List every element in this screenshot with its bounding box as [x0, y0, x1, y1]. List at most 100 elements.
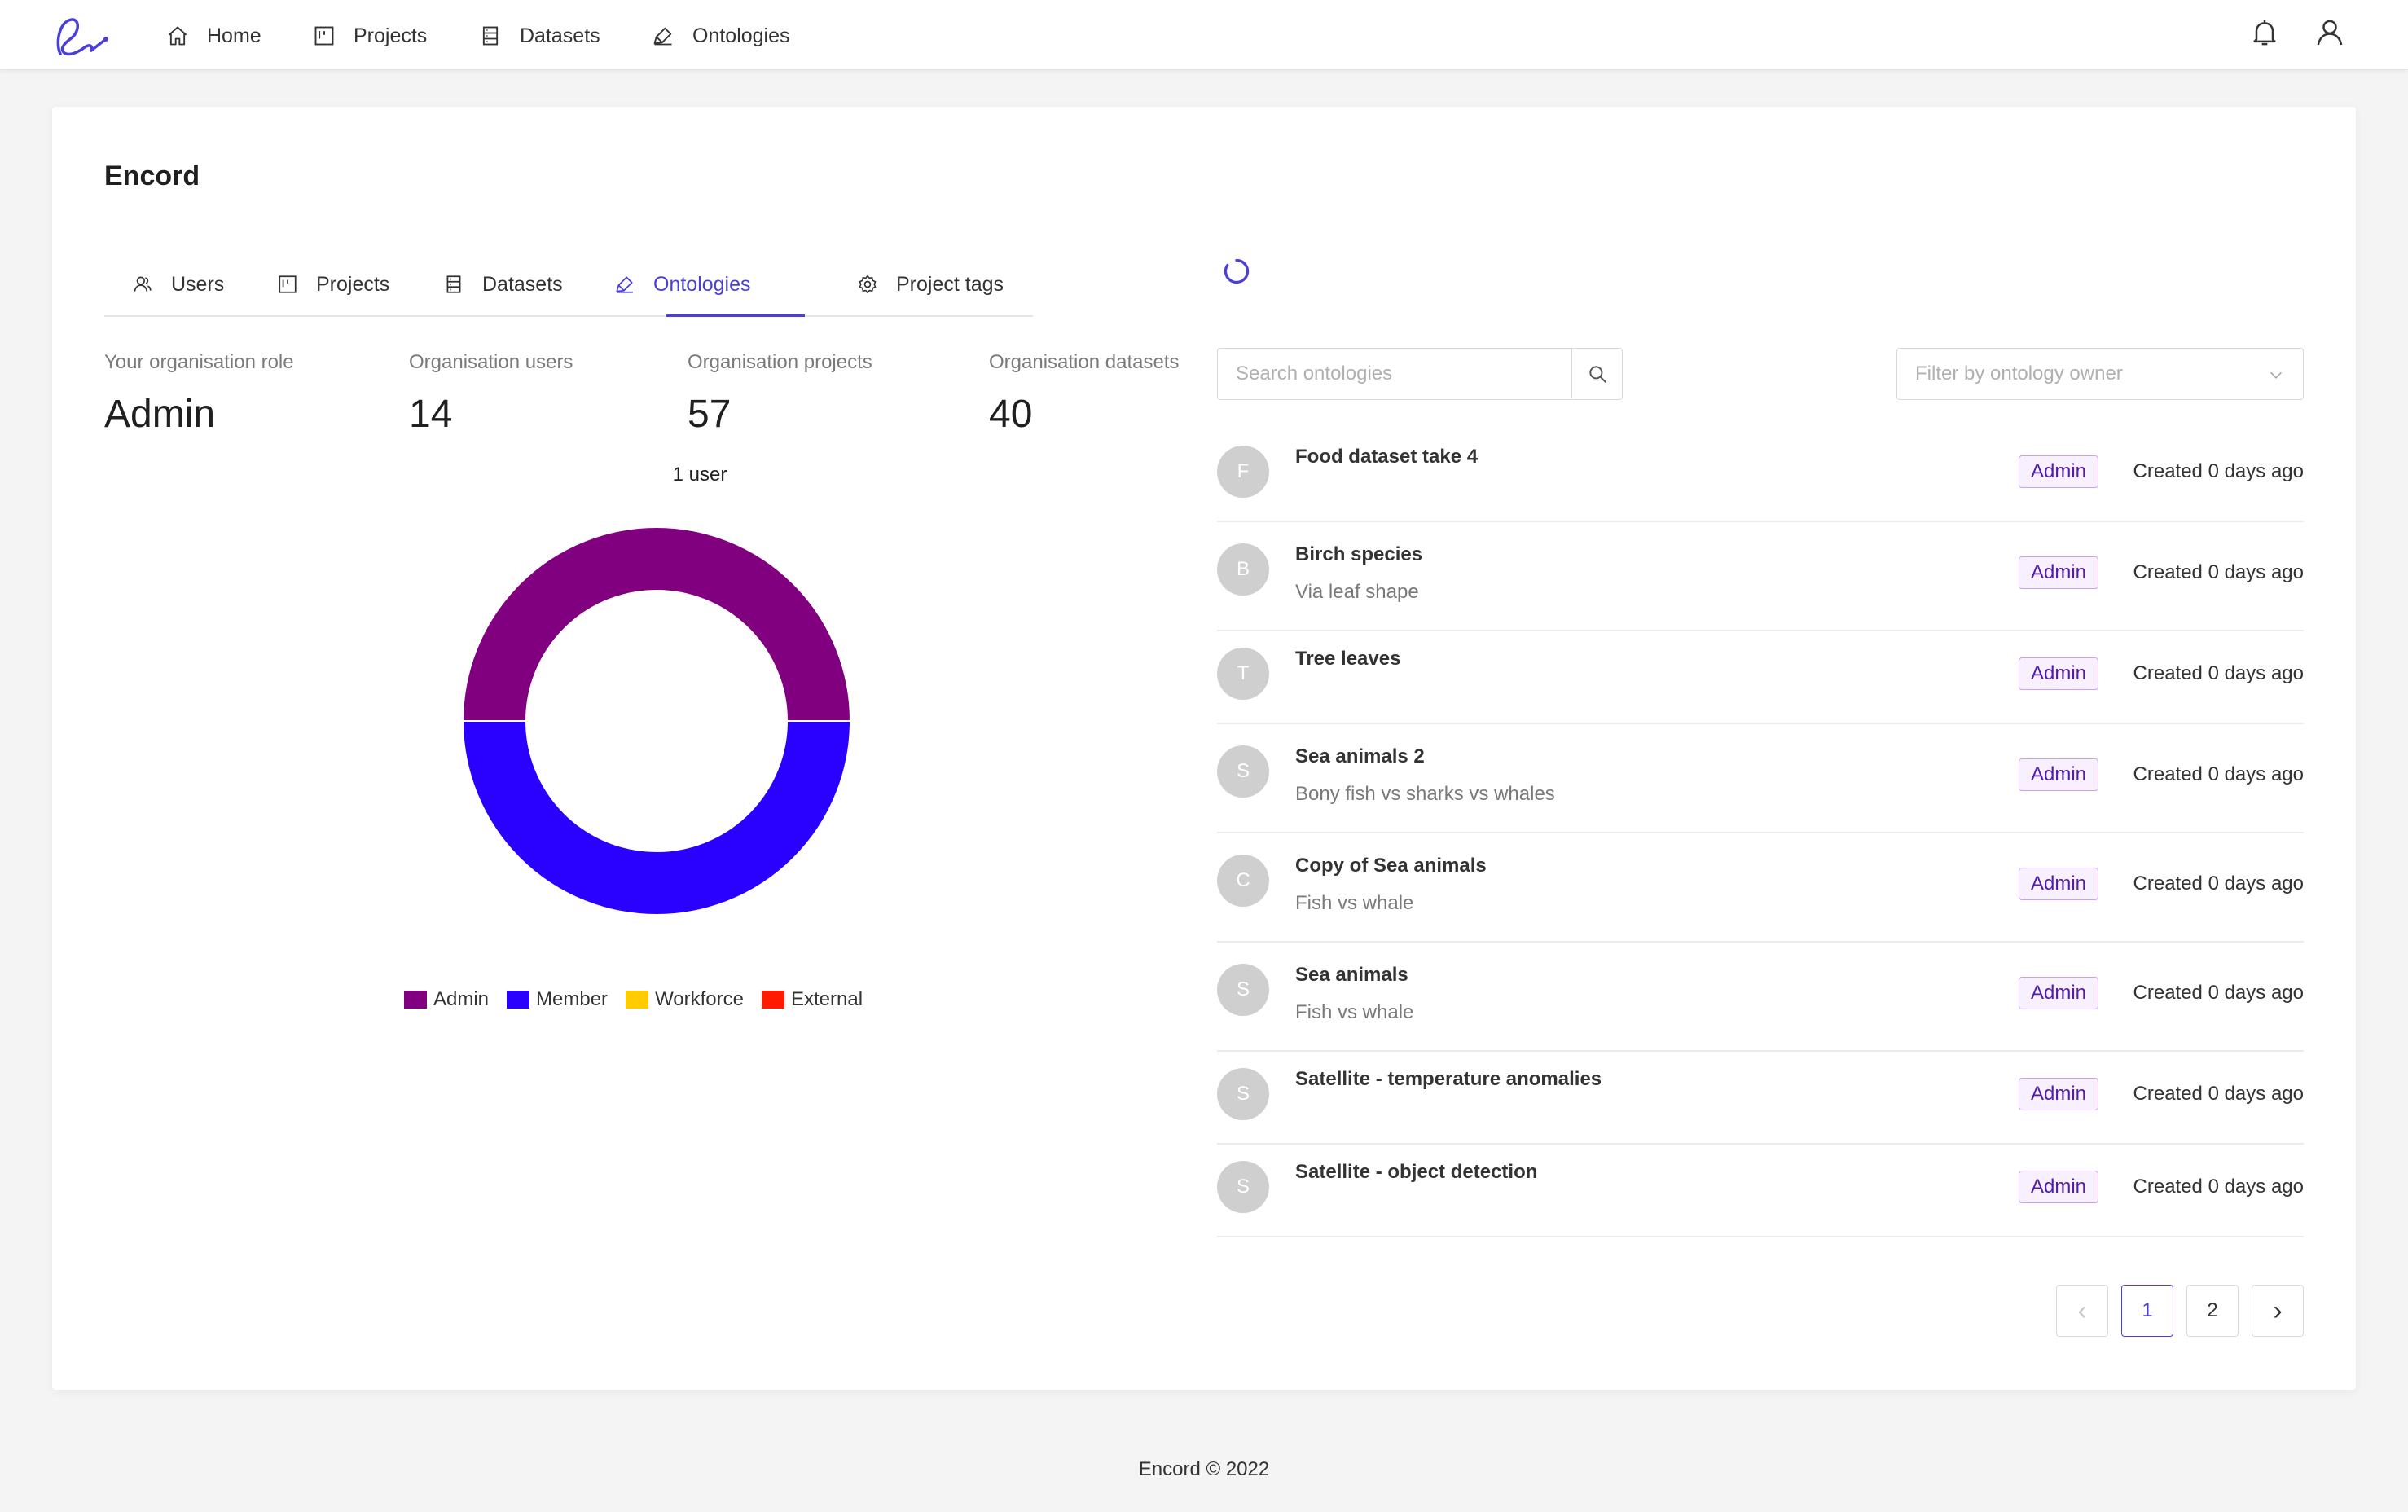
chevron-right-icon: › [2273, 1295, 2283, 1326]
ontology-row[interactable]: S Sea animals Fish vs whale Admin Created 0 … [1217, 943, 2304, 1052]
pagination-page-2[interactable]: 2 [2186, 1285, 2239, 1337]
legend-item-member[interactable]: Member [507, 988, 608, 1011]
stat-datasets-value: 40 [989, 393, 1033, 436]
ontology-avatar: S [1217, 964, 1269, 1016]
nav-home[interactable]: Home [166, 20, 261, 52]
stat-projects-label: Organisation projects [688, 351, 872, 373]
legend-label: Admin [433, 988, 490, 1010]
top-navbar: Home Projects Datasets Ontologies [0, 0, 2408, 70]
search-icon [1588, 365, 1606, 383]
tab-ontologies-label: Ontologies [653, 272, 751, 296]
ontology-avatar: C [1217, 855, 1269, 907]
bell-icon[interactable] [2248, 16, 2281, 49]
role-badge: Admin [2018, 556, 2098, 589]
tab-ontologies[interactable]: Ontologies [614, 252, 751, 317]
role-donut-chart [461, 526, 852, 916]
ontology-row[interactable]: S Satellite - object detection Admin Create… [1217, 1145, 2304, 1237]
role-badge: Admin [2018, 758, 2098, 791]
team-icon [134, 276, 152, 292]
search-button[interactable] [1571, 349, 1622, 398]
organisation-card: Encord Users Projects Datasets Ontologie… [52, 107, 2356, 1390]
tab-users[interactable]: Users [132, 252, 224, 317]
pagination-prev-button[interactable]: ‹ [2056, 1285, 2108, 1337]
owner-filter-placeholder: Filter by ontology owner [1915, 363, 2123, 385]
chart-legend: Admin Member Workforce External [404, 988, 881, 1011]
ontology-title[interactable]: Satellite - object detection [1295, 1161, 1538, 1183]
tab-project-tags[interactable]: Project tags [857, 252, 1004, 317]
legend-label: Member [536, 988, 609, 1010]
footer-copyright: Encord © 2022 [1138, 1458, 1270, 1480]
ontology-avatar: T [1217, 648, 1269, 700]
ontology-row[interactable]: S Sea animals 2 Bony fish vs sharks vs wha… [1217, 724, 2304, 833]
ontology-row[interactable]: T Tree leaves Admin Created 0 days ago [1217, 631, 2304, 724]
tab-datasets[interactable]: Datasets [443, 252, 563, 317]
donut-slice-member[interactable] [461, 720, 852, 916]
ontology-title[interactable]: Birch species [1295, 543, 1423, 565]
legend-swatch [761, 991, 784, 1009]
role-badge: Admin [2018, 1171, 2098, 1203]
nav-projects-label: Projects [354, 24, 428, 47]
encord-logo[interactable] [52, 11, 114, 60]
tab-projects-label: Projects [316, 272, 390, 296]
role-badge: Admin [2018, 1078, 2098, 1110]
created-date: Created 0 days ago [2133, 763, 2304, 785]
active-tab-indicator [666, 314, 805, 317]
ontology-row[interactable]: S Satellite - temperature anomalies Admin C… [1217, 1052, 2304, 1145]
ontology-title[interactable]: Copy of Sea animals [1295, 855, 1487, 877]
ontology-avatar: B [1217, 543, 1269, 596]
pagination-page-1[interactable]: 1 [2121, 1285, 2173, 1337]
ontology-list: F Food dataset take 4 Admin Created 0 days … [1217, 429, 2304, 1237]
search-box [1217, 348, 1623, 400]
nav-ontologies[interactable]: Ontologies [652, 20, 790, 52]
role-badge: Admin [2018, 657, 2098, 690]
search-input[interactable] [1218, 349, 1571, 398]
created-date: Created 0 days ago [2133, 982, 2304, 1004]
owner-filter-select[interactable]: Filter by ontology owner [1896, 348, 2304, 400]
home-icon [168, 26, 187, 46]
pagination-next-button[interactable]: › [2252, 1285, 2304, 1337]
donut-slice-admin[interactable] [461, 526, 852, 722]
tab-users-label: Users [171, 272, 225, 296]
legend-swatch [404, 991, 427, 1009]
nav-ontologies-label: Ontologies [692, 24, 790, 47]
stat-role-value: Admin [104, 393, 216, 436]
ontology-title[interactable]: Tree leaves [1295, 648, 1401, 670]
tab-bar: Users Projects Datasets Ontologies Proje… [104, 252, 1033, 317]
role-badge: Admin [2018, 977, 2098, 1009]
ontology-description: Fish vs whale [1295, 1001, 1414, 1023]
loading-spinner-icon [1224, 258, 1250, 284]
ontology-title[interactable]: Sea animals [1295, 964, 1408, 986]
ontology-avatar: S [1217, 1161, 1269, 1213]
ontology-avatar: F [1217, 446, 1269, 498]
ontology-description: Via leaf shape [1295, 581, 1419, 603]
chevron-left-icon: ‹ [2077, 1295, 2087, 1326]
created-date: Created 0 days ago [2133, 561, 2304, 583]
ontology-row[interactable]: F Food dataset take 4 Admin Created 0 days … [1217, 429, 2304, 522]
tab-project-tags-label: Project tags [896, 272, 1004, 296]
created-date: Created 0 days ago [2133, 1083, 2304, 1105]
tab-projects[interactable]: Projects [277, 252, 389, 317]
ontology-title[interactable]: Food dataset take 4 [1295, 446, 1479, 468]
nav-datasets-label: Datasets [520, 24, 600, 47]
user-icon[interactable] [2314, 16, 2346, 49]
created-date: Created 0 days ago [2133, 662, 2304, 684]
nav-projects[interactable]: Projects [313, 20, 427, 52]
legend-swatch [626, 991, 649, 1009]
legend-item-external[interactable]: External [761, 988, 863, 1011]
ontology-avatar: S [1217, 1068, 1269, 1120]
created-date: Created 0 days ago [2133, 872, 2304, 894]
ontology-title[interactable]: Sea animals 2 [1295, 745, 1425, 767]
tab-datasets-label: Datasets [482, 272, 563, 296]
ontology-row[interactable]: C Copy of Sea animals Fish vs whale Admin Cr… [1217, 833, 2304, 943]
ontology-row[interactable]: B Birch species Via leaf shape Admin Created… [1217, 522, 2304, 631]
created-date: Created 0 days ago [2133, 1176, 2304, 1198]
ontology-title[interactable]: Satellite - temperature anomalies [1295, 1068, 1602, 1090]
legend-item-admin[interactable]: Admin [404, 988, 489, 1011]
nav-datasets[interactable]: Datasets [479, 20, 600, 52]
stat-users-value: 14 [409, 393, 453, 436]
kanban-icon [279, 275, 297, 293]
stat-role-label: Your organisation role [104, 351, 294, 373]
stat-users-label: Organisation users [409, 351, 573, 373]
legend-item-workforce[interactable]: Workforce [626, 988, 744, 1011]
legend-label: External [790, 988, 863, 1010]
